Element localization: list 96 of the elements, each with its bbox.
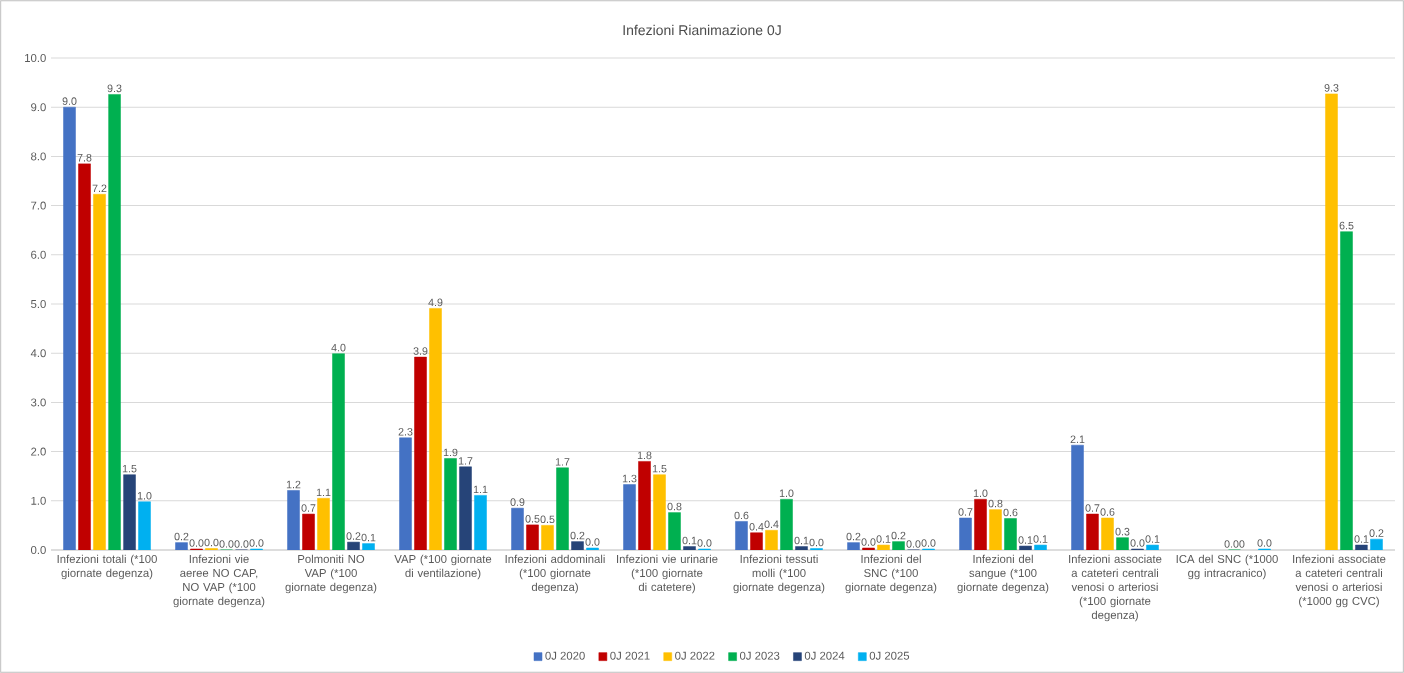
data-label: 1.3 [622,474,637,483]
data-label: 2.3 [398,427,413,436]
data-label: 0.0 [234,540,249,548]
x-tick-label: Infezioni vie urinarie (*100 giornate di catetere) [617,554,718,594]
data-label: 1.0 [137,491,152,500]
data-label: 9.0 [62,97,77,105]
data-label: 4.9 [428,298,443,307]
y-tick-label: 8.0 [31,152,46,161]
legend-label: 0J 2022 [675,651,715,660]
y-tick-label: 1.0 [31,496,46,505]
x-tick-label: Infezioni addominali (*100 giornate degenza) [505,554,605,594]
data-label: 0.6 [1003,508,1018,517]
data-label: 0.2 [174,532,189,541]
y-tick-label: 6.0 [31,250,46,259]
y-tick-label: 2.0 [31,447,46,456]
data-label: 1.8 [637,451,652,460]
legend-label: 0J 2020 [545,651,585,660]
y-tick-label: 0.0 [30,545,46,554]
data-label: 1.0 [779,489,794,498]
data-label: 0.1 [794,536,809,545]
data-label: 1.1 [473,485,488,494]
y-tick-label: 9.0 [31,103,46,112]
x-tick-label: Infezioni del sangue (*100 giornate degenza) [957,554,1049,594]
data-label: 7.2 [92,184,107,193]
data-label: 6.5 [1339,221,1354,230]
y-tick-label: 7.0 [31,201,46,210]
data-label: 0.1 [361,533,376,542]
data-label: 0.7 [301,504,316,512]
data-label: 1.0 [973,489,988,498]
data-label: 0.1 [1354,535,1369,543]
data-label: 0.2 [570,531,585,540]
x-tick-label: Infezioni associate a cateteri centrali venosi o arteriosi (*100 giornate degenza) [1069,554,1162,622]
legend-label: 0J 2021 [610,651,650,660]
data-label: 0.1 [1145,535,1160,543]
chart-title: Infezioni Rianimazione 0J [623,24,781,36]
x-tick-label: Polmoniti NO VAP (*100 giornate degenza) [285,554,377,594]
data-label: 0.0 [249,539,264,547]
x-tick-label: Infezioni totali (*100 giornate degenza) [57,554,157,580]
x-tick-label: VAP (*100 giornate di ventilazione) [394,554,492,580]
data-label: 0.7 [1085,504,1100,512]
data-label: 0.2 [846,532,861,541]
data-label: 0.0 [921,539,936,547]
data-label: 1.5 [122,465,137,473]
data-label: 0.1 [876,535,891,543]
data-label: 0.0 [585,538,600,546]
data-label: 0.0 [1257,539,1272,547]
data-label: 0.0 [906,540,921,548]
legend-label: 0J 2025 [869,651,910,660]
data-label: 0.1 [682,536,697,545]
x-tick-label: Infezioni tessuti molli (*100 giornate degenza) [733,554,825,594]
data-label: 0.6 [1100,508,1115,516]
legend-label: 0J 2024 [804,651,845,660]
data-label: 0.8 [667,502,682,511]
x-tick-label: Infezioni del SNC (*100 giornate degenza) [845,554,937,594]
data-label: 0.0 [861,538,876,546]
data-label: 0.2 [346,532,361,540]
y-tick-label: 10.0 [25,53,46,62]
data-label: 1.7 [555,458,570,466]
data-label: 0.1 [1033,535,1048,543]
data-label: 1.7 [458,457,473,465]
data-label: 0.4 [749,522,764,531]
data-label: 1.2 [286,480,301,489]
data-label: 0.2 [891,531,906,540]
data-label: 0.9 [510,498,525,506]
data-label: 0.8 [988,499,1003,508]
data-label: 0.0 [809,538,824,547]
data-label: 7.8 [77,153,92,162]
data-label: 0.0 [204,538,219,547]
data-label: 4.0 [331,343,346,352]
data-label: 0.0 [219,540,234,548]
y-tick-label: 4.0 [30,349,46,358]
data-label: 0.3 [1115,527,1130,536]
data-label: 0.0 [697,539,712,547]
data-label: 0.7 [958,508,973,516]
x-tick-label: ICA del SNC (*1000 gg intracranico) [1176,554,1278,580]
data-label: 0.4 [764,520,779,529]
data-label: 1.9 [443,448,458,457]
data-label: 3.9 [413,347,428,355]
data-label: 2.1 [1070,435,1085,443]
data-label: 0.5 [540,515,555,524]
x-tick-label: Infezioni vie aeree NO CAP, NO VAP (*100 giornate degenza) [173,554,265,608]
data-label: 1.1 [316,488,331,497]
data-label: 0.00 [1224,540,1245,548]
data-label: 0.0 [189,539,204,547]
data-label: 0.1 [1018,536,1033,544]
data-label: 9.3 [107,84,122,93]
y-tick-label: 5.0 [31,299,46,308]
y-tick-label: 3.0 [30,398,46,407]
data-label: 0.0 [1130,539,1145,547]
data-label: 9.3 [1324,84,1339,92]
x-tick-label: Infezioni associate a cateteri centrali venosi o arteriosi (*1000 gg CVC) [1293,554,1386,608]
data-label: 0.2 [1369,529,1384,537]
data-label: 0.6 [734,511,749,520]
data-label: 1.5 [652,465,667,473]
data-label: 0.5 [525,515,540,523]
legend-label: 0J 2023 [739,651,780,660]
